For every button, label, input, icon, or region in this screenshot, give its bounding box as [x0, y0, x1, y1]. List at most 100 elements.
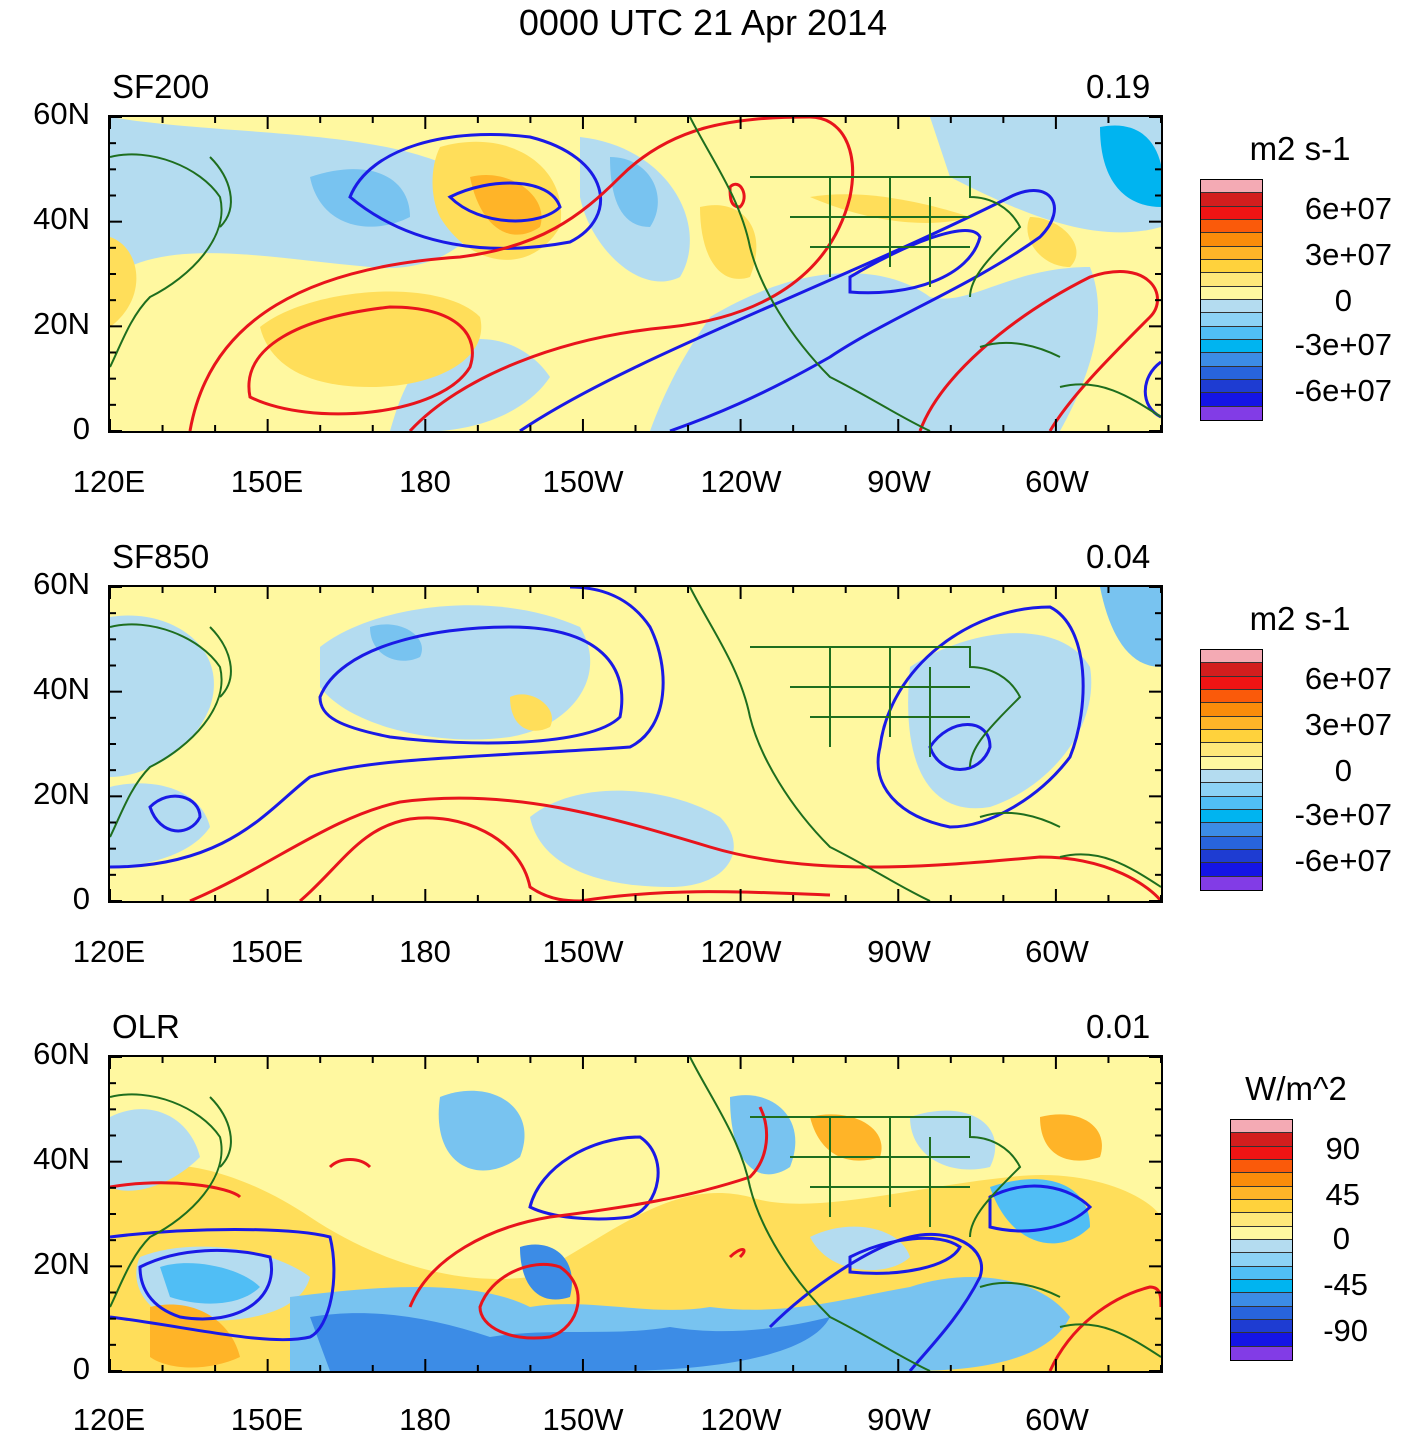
- x-tick: 180: [399, 1402, 451, 1437]
- colorbar-label: 6e+07: [1304, 661, 1392, 696]
- colorbar-swatch: [1201, 379, 1262, 394]
- colorbar-swatch: [1231, 1146, 1292, 1160]
- x-tick: 90W: [867, 934, 931, 969]
- colorbar-swatch: [1231, 1239, 1292, 1254]
- x-tick: 60W: [1025, 1402, 1089, 1437]
- colorbar-swatch: [1201, 716, 1262, 730]
- colorbar-label: -3e+07: [1294, 327, 1392, 362]
- panel-label: OLR: [112, 1008, 180, 1045]
- x-tick: 120W: [700, 934, 782, 969]
- colorbar-label: 6e+07: [1304, 191, 1392, 226]
- colorbar-swatch: [1201, 366, 1262, 380]
- y-tick: 20N: [33, 306, 90, 341]
- colorbar-swatch: [1201, 796, 1262, 810]
- colorbar-swatch: [1231, 1293, 1292, 1307]
- x-tick: 60W: [1025, 934, 1089, 969]
- colorbar-swatch: [1201, 836, 1262, 850]
- colorbar-swatch: [1201, 809, 1262, 824]
- tick-marks: [110, 117, 1161, 431]
- contours: [110, 587, 1161, 901]
- colorbar-swatch: [1201, 313, 1262, 327]
- colorbar-label: -45: [1323, 1267, 1368, 1302]
- colorbar-swatch: [1231, 1120, 1292, 1134]
- colorbar-swatch: [1201, 703, 1262, 717]
- colorbar-label: 0: [1334, 753, 1352, 788]
- map-sf200: [108, 115, 1163, 433]
- colorbar-swatch: [1201, 663, 1262, 677]
- colorbar-swatch: [1201, 769, 1262, 784]
- colorbar-swatch: [1201, 233, 1262, 247]
- colorbar-swatch: [1201, 180, 1262, 194]
- colorbar: [1200, 179, 1263, 421]
- x-tick: 150W: [542, 934, 624, 969]
- x-tick: 150W: [542, 464, 624, 499]
- x-tick: 150W: [542, 1402, 624, 1437]
- colorbar-swatch: [1201, 206, 1262, 220]
- colorbar-swatch: [1201, 876, 1262, 890]
- y-tick: 60N: [33, 1036, 90, 1071]
- y-tick: 20N: [33, 776, 90, 811]
- x-tick: 150E: [230, 464, 304, 499]
- y-tick: 0: [72, 411, 90, 446]
- colorbar-label: 45: [1325, 1177, 1360, 1212]
- x-tick: 90W: [867, 464, 931, 499]
- colorbar-label: 3e+07: [1304, 237, 1392, 272]
- x-tick: 150E: [230, 1402, 304, 1437]
- colorbar-swatch: [1231, 1199, 1292, 1214]
- colorbar-swatch: [1231, 1319, 1292, 1334]
- colorbar-label: 3e+07: [1304, 707, 1392, 742]
- colorbar-swatch: [1201, 326, 1262, 340]
- colorbar-swatch: [1231, 1333, 1292, 1347]
- y-tick: 40N: [33, 1141, 90, 1176]
- figure-title: 0000 UTC 21 Apr 2014: [518, 2, 888, 43]
- colorbar-swatch: [1201, 743, 1262, 757]
- colorbar-swatch: [1201, 849, 1262, 864]
- y-tick: 0: [72, 881, 90, 916]
- colorbar-units: W/m^2: [1245, 1070, 1347, 1107]
- tick-marks: [110, 587, 1161, 901]
- map-olr: [108, 1055, 1163, 1373]
- colorbar-units: m2 s-1: [1249, 130, 1351, 167]
- x-tick: 120E: [72, 934, 146, 969]
- contours: [188, 117, 1161, 431]
- map-sf850: [108, 585, 1163, 903]
- colorbar-swatch: [1231, 1253, 1292, 1267]
- colorbar-label: -90: [1323, 1313, 1368, 1348]
- x-tick: 120E: [72, 464, 146, 499]
- colorbar-label: 0: [1334, 283, 1352, 318]
- panel-label: SF850: [112, 538, 210, 575]
- colorbar-swatch: [1231, 1173, 1292, 1187]
- colorbar-swatch: [1201, 689, 1262, 704]
- colorbar-swatch: [1201, 863, 1262, 877]
- colorbar-swatch: [1231, 1213, 1292, 1227]
- panel-value: 0.01: [1086, 1008, 1151, 1045]
- colorbar-swatch: [1231, 1226, 1292, 1240]
- colorbar-swatch: [1201, 729, 1262, 744]
- colorbar-swatch: [1231, 1159, 1292, 1174]
- colorbar-units: m2 s-1: [1249, 600, 1351, 637]
- x-tick: 60W: [1025, 464, 1089, 499]
- colorbar-swatch: [1201, 823, 1262, 837]
- colorbar-swatch: [1201, 193, 1262, 207]
- colorbar-swatch: [1201, 676, 1262, 690]
- x-tick: 120W: [700, 1402, 782, 1437]
- x-tick: 180: [399, 464, 451, 499]
- colorbar-swatch: [1201, 650, 1262, 664]
- panel-value: 0.19: [1086, 68, 1151, 105]
- panel-label: SF200: [112, 68, 210, 105]
- colorbar-label: -6e+07: [1294, 843, 1392, 878]
- colorbar-swatch: [1201, 339, 1262, 354]
- colorbar-label: 0: [1332, 1221, 1350, 1256]
- colorbar-swatch: [1201, 353, 1262, 367]
- coastline: [110, 587, 1161, 901]
- colorbar-swatch: [1201, 273, 1262, 287]
- y-tick: 0: [72, 1351, 90, 1386]
- coastline: [110, 1057, 1161, 1371]
- colorbar-swatch: [1201, 756, 1262, 770]
- x-tick: 90W: [867, 1402, 931, 1437]
- y-tick: 60N: [33, 566, 90, 601]
- colorbar-swatch: [1201, 246, 1262, 260]
- colorbar-swatch: [1231, 1133, 1292, 1147]
- x-tick: 120E: [72, 1402, 146, 1437]
- coastline: [110, 117, 1161, 431]
